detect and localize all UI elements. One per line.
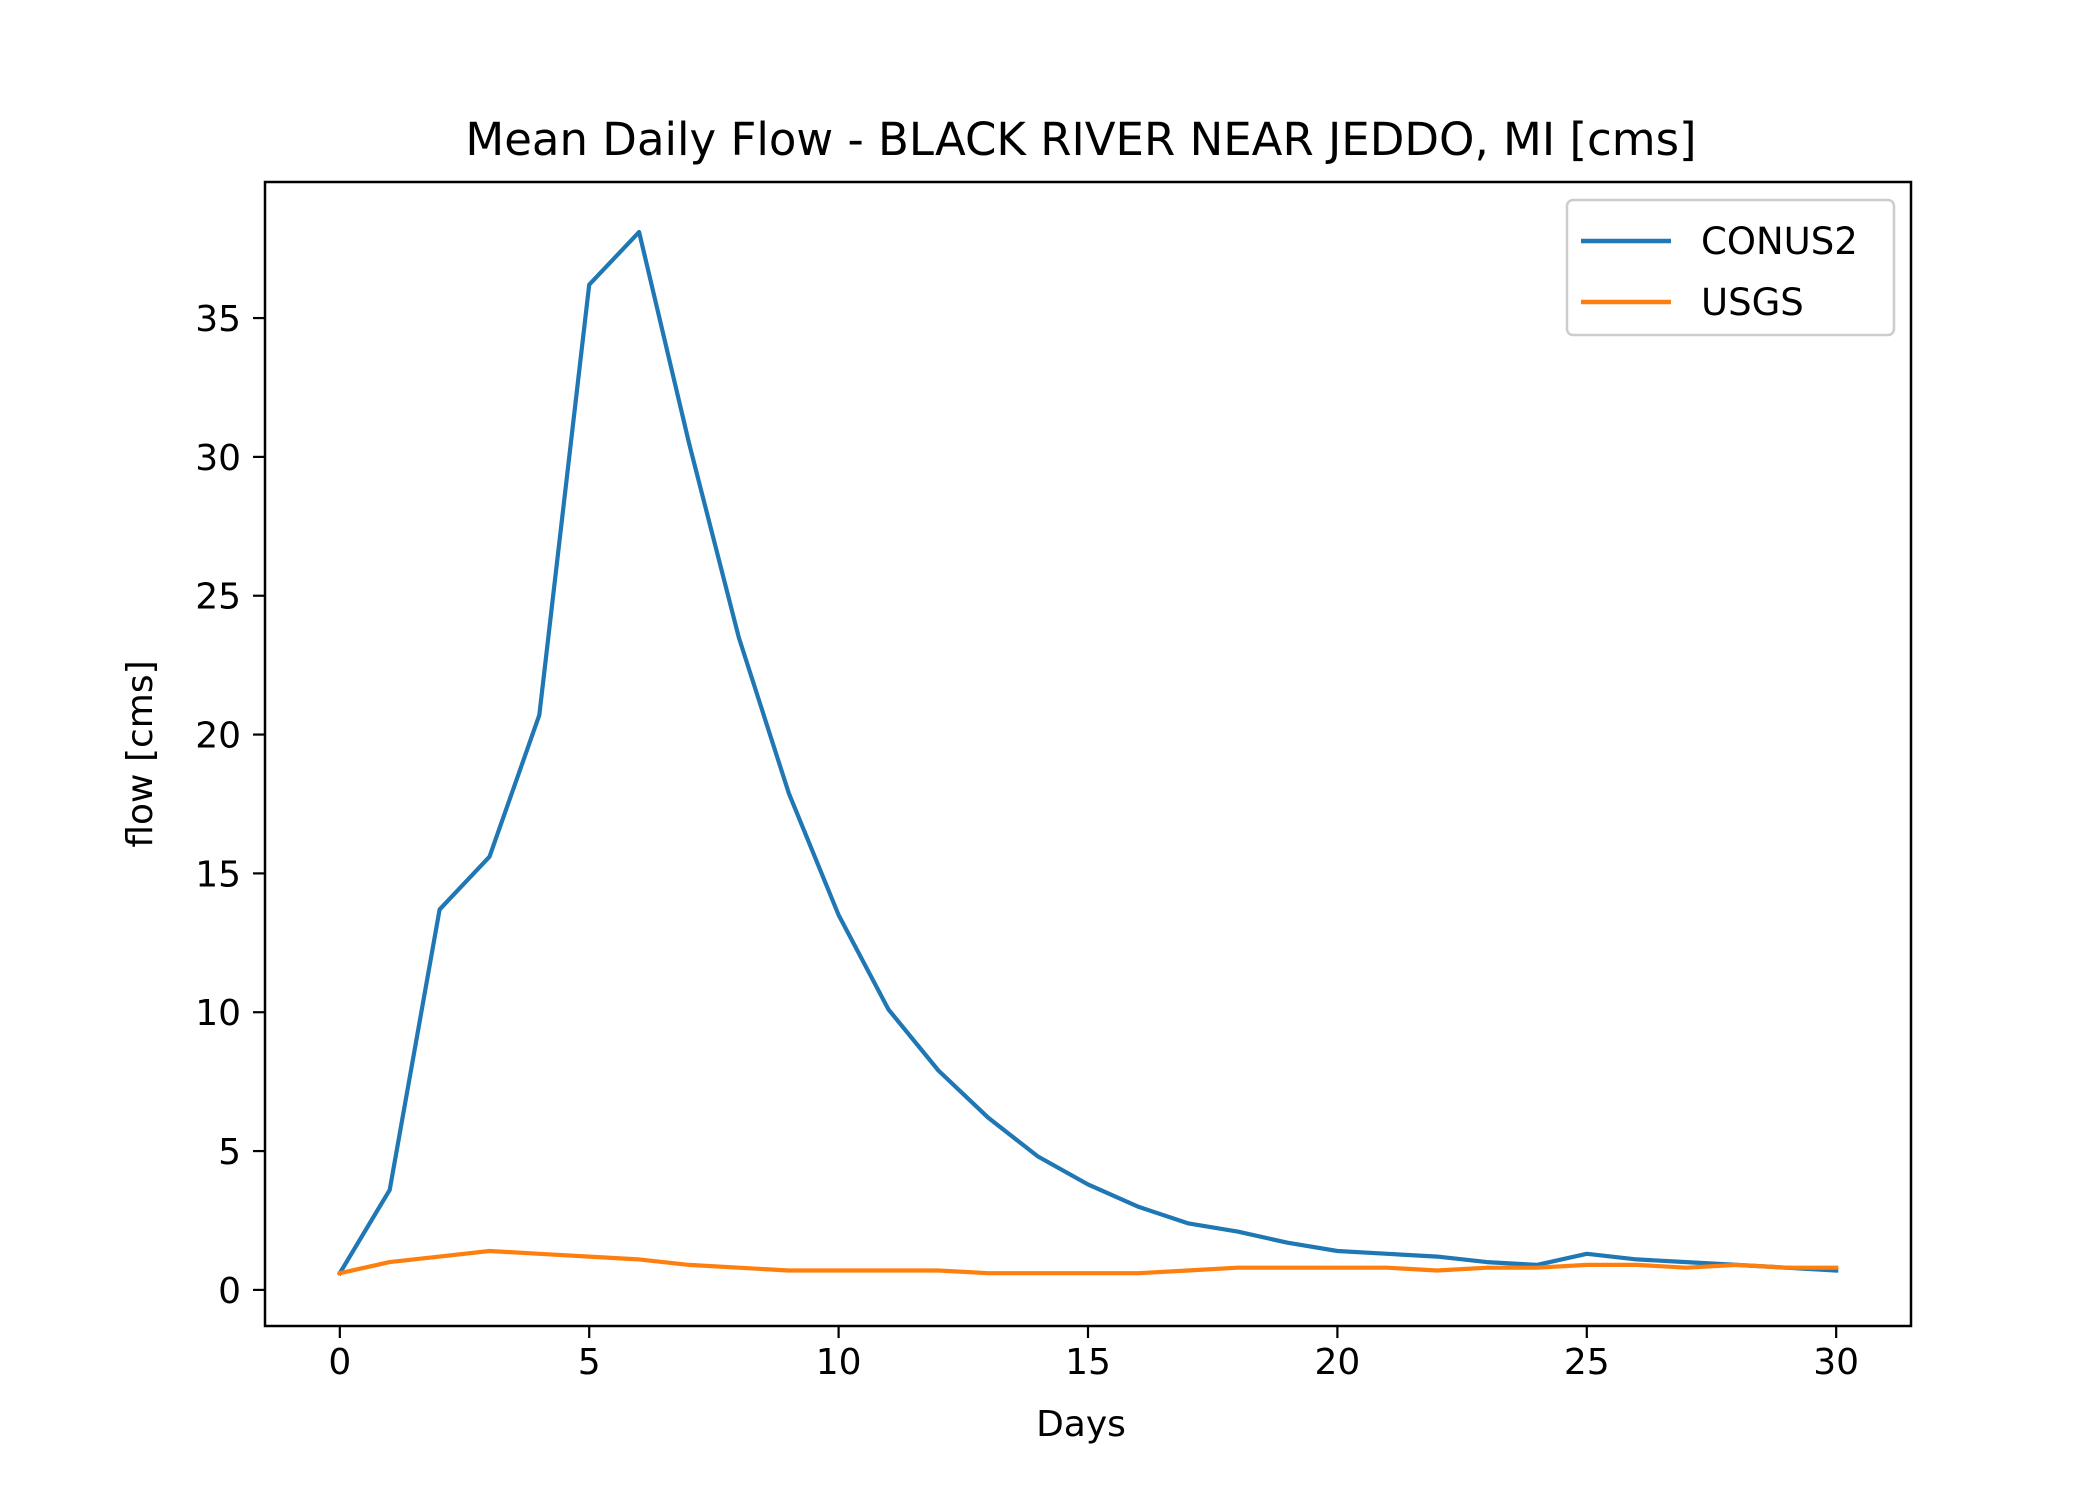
series-line-usgs [337,1248,1839,1276]
y-tick-label: 15 [195,854,241,895]
x-tick-label: 5 [578,1342,601,1383]
y-tick-label: 20 [195,716,241,757]
y-tick-label: 30 [195,438,241,479]
legend-label-usgs: USGS [1701,281,1804,324]
chart-title: Mean Daily Flow - BLACK RIVER NEAR JEDDO… [465,113,1696,166]
plot-area [336,229,1839,1277]
y-tick-label: 0 [218,1271,241,1312]
x-tick-label: 10 [816,1342,862,1383]
y-tick-label: 35 [195,299,241,340]
x-tick-label: 0 [328,1342,351,1383]
legend-label-conus2: CONUS2 [1701,220,1858,263]
x-axis-label: Days [1036,1404,1126,1445]
y-tick-label: 25 [195,577,241,618]
legend: CONUS2 USGS [1565,198,1896,337]
y-tick-label: 5 [218,1132,241,1173]
x-tick-label: 30 [1813,1342,1859,1383]
y-tick-label: 10 [195,993,241,1034]
x-tick-label: 25 [1564,1342,1610,1383]
x-axis: 0 5 10 15 20 25 30 [328,1326,1859,1383]
series-line-conus2 [336,229,1839,1277]
x-tick-label: 15 [1065,1342,1111,1383]
y-axis-label: flow [cms] [120,660,161,847]
y-axis: 0 5 10 15 20 25 30 35 [195,299,265,1312]
x-tick-label: 20 [1314,1342,1360,1383]
